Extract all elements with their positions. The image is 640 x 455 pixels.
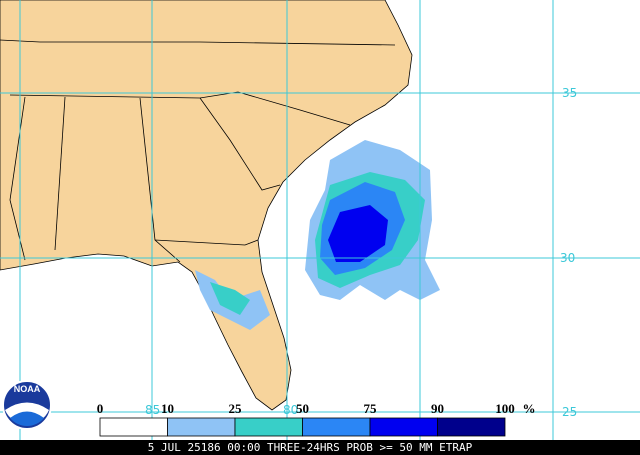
legend-unit: % [523,401,536,416]
legend-label: 100 [495,401,515,416]
legend-swatch [234,417,303,437]
legend-label: 90 [431,401,444,416]
lon-label: 85 [145,403,160,417]
precip-probability [195,140,440,330]
legend-swatch [99,417,168,437]
legend-label: 75 [364,401,378,416]
lat-label: 30 [560,251,575,265]
lat-label: 35 [562,86,577,100]
lat-label: 25 [562,405,577,419]
legend-swatch [167,417,236,437]
legend-swatch [437,417,506,437]
logo-text: NOAA [14,384,41,394]
lon-label: 80 [283,403,298,417]
legend-label: 10 [161,401,174,416]
noaa-logo: NOAA [2,380,52,430]
legend: 0 10 25 50 75 90 100% [97,401,536,437]
legend-label: 50 [296,401,309,416]
legend-label: 25 [229,401,243,416]
legend-label: 0 [97,401,104,416]
legend-swatch [302,417,371,437]
footer-text: 5 JUL 25186 00:00 THREE-24HRS PROB >= 50… [148,441,473,454]
footer-bar [0,440,640,455]
legend-swatch [369,417,438,437]
lat-lon-grid [0,0,640,440]
